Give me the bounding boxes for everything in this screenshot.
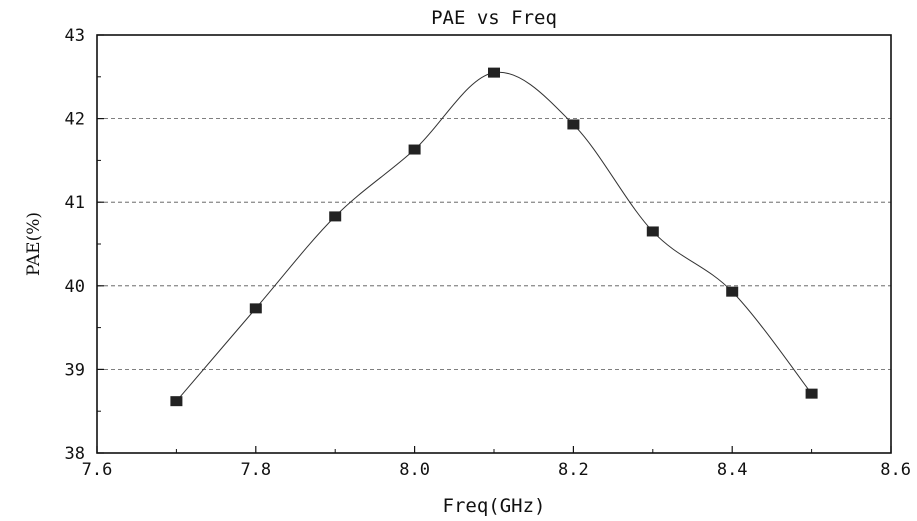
y-tick-label: 42 bbox=[65, 110, 85, 130]
data-point-3 bbox=[408, 144, 421, 155]
y-tick-label: 41 bbox=[65, 193, 85, 213]
y-tick-label: 40 bbox=[65, 277, 85, 297]
x-tick-label: 7.6 bbox=[82, 460, 113, 480]
y-axis-label: PAE(%) bbox=[24, 212, 44, 276]
x-axis-ticks: 7.6 7.8 8.0 8.2 8.4 8.6 bbox=[82, 446, 911, 480]
y-axis-ticks: 38 39 40 41 42 43 bbox=[65, 26, 104, 464]
y-tick-label: 38 bbox=[65, 444, 85, 464]
x-tick-label: 8.6 bbox=[880, 460, 911, 480]
x-tick-label: 7.8 bbox=[240, 460, 271, 480]
chart-title: PAE vs Freq bbox=[431, 7, 557, 29]
data-point-7 bbox=[726, 286, 739, 297]
x-tick-label: 8.0 bbox=[399, 460, 430, 480]
data-point-4 bbox=[488, 67, 500, 78]
data-point-8 bbox=[805, 388, 818, 399]
data-point-5 bbox=[567, 119, 580, 130]
y-tick-label: 39 bbox=[65, 360, 85, 380]
x-tick-label: 8.4 bbox=[717, 460, 748, 480]
series-line bbox=[176, 71, 812, 402]
data-point-2 bbox=[329, 211, 342, 222]
plot-frame bbox=[96, 34, 892, 454]
data-point-0 bbox=[170, 396, 183, 407]
grid-lines bbox=[97, 118, 891, 370]
data-point-6 bbox=[646, 226, 659, 237]
y-tick-label: 43 bbox=[65, 26, 85, 46]
x-tick-label: 8.2 bbox=[558, 460, 589, 480]
data-point-1 bbox=[249, 303, 262, 314]
series-markers bbox=[170, 67, 818, 407]
x-axis-label: Freq(GHz) bbox=[443, 495, 546, 517]
